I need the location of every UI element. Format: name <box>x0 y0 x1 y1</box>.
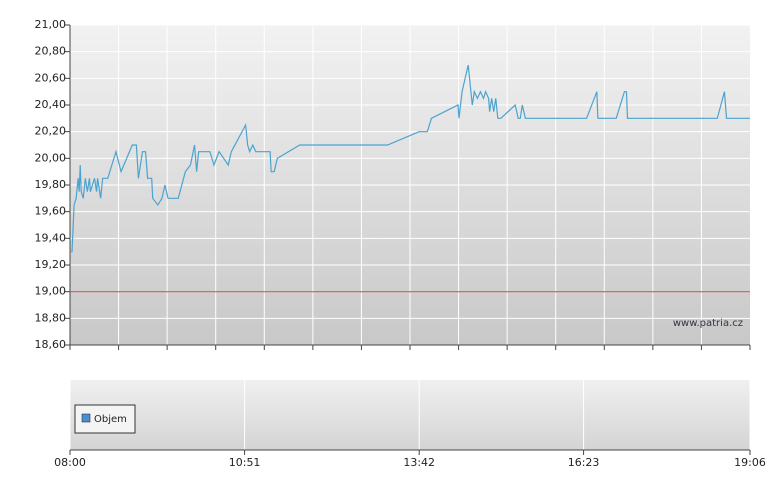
y-tick-label: 19,00 <box>35 285 67 298</box>
x-tick-label: 10:51 <box>229 456 261 469</box>
y-tick-label: 20,40 <box>35 98 67 111</box>
y-tick-label: 21,00 <box>35 18 67 31</box>
y-tick-label: 20,80 <box>35 45 67 58</box>
y-tick-label: 18,80 <box>35 311 67 324</box>
y-tick-label: 19,20 <box>35 258 67 271</box>
x-tick-label: 16:23 <box>568 456 600 469</box>
legend-label: Objem <box>94 414 127 425</box>
x-tick-label: 19:06 <box>734 456 766 469</box>
x-tick-label: 13:42 <box>403 456 435 469</box>
y-tick-label: 20,20 <box>35 125 67 138</box>
x-tick-label: 08:00 <box>54 456 86 469</box>
volume-plot-area <box>70 380 750 450</box>
price-line <box>70 64 750 253</box>
y-tick-label: 19,40 <box>35 231 67 244</box>
watermark: www.patria.cz <box>673 318 743 329</box>
y-tick-label: 19,80 <box>35 178 67 191</box>
y-tick-label: 18,60 <box>35 338 67 351</box>
y-tick-label: 19,60 <box>35 205 67 218</box>
legend-swatch <box>81 413 91 423</box>
y-tick-label: 20,60 <box>35 71 67 84</box>
y-tick-label: 20,00 <box>35 151 67 164</box>
